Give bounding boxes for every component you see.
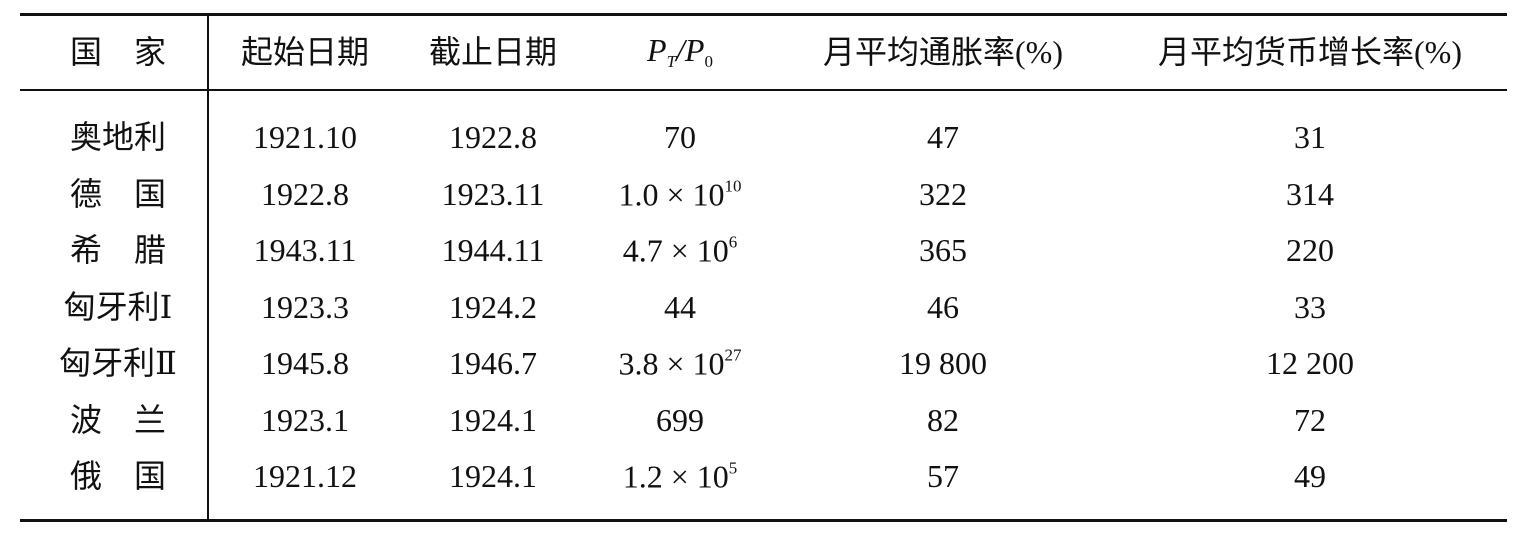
- top-rule: [20, 13, 1507, 16]
- table-cell: 19 800: [899, 345, 987, 381]
- table-cell: 1924.1: [449, 458, 537, 494]
- subscript: T: [666, 52, 677, 71]
- symbol: /P: [676, 32, 705, 68]
- mantissa: 1.0 × 10: [618, 176, 725, 212]
- table-cell: 31: [1294, 119, 1326, 155]
- table-cell: 1921.12: [253, 458, 357, 494]
- table-cell: 1944.11: [441, 232, 545, 268]
- table-cell: 220: [1286, 232, 1334, 268]
- mantissa: 3.8 × 10: [618, 345, 725, 382]
- table-cell: 1922.8: [261, 175, 349, 212]
- table-cell: 33: [1294, 288, 1326, 325]
- mantissa: 44: [664, 288, 696, 325]
- table-cell: 1923.3: [261, 288, 349, 325]
- table-cell: 1946.7: [449, 345, 537, 381]
- country-cell: 奥地利: [69, 119, 167, 155]
- country-cell: 匈牙利Ⅰ: [63, 288, 173, 325]
- ratio-cell: 1.0 × 1010: [618, 177, 741, 210]
- exponent: 10: [724, 176, 742, 195]
- header-cell: 截止日期: [428, 34, 558, 70]
- mantissa: 1.2 × 10: [622, 458, 729, 495]
- exponent: 5: [728, 458, 738, 478]
- table-cell: 49: [1294, 458, 1326, 494]
- table-cell: 1921.10: [253, 119, 357, 155]
- ratio-cell: 44: [664, 291, 696, 323]
- table-cell: 365: [919, 232, 967, 268]
- symbol: P: [647, 32, 667, 68]
- header-cell: PT/P0: [647, 34, 713, 70]
- table-cell: 12 200: [1266, 345, 1354, 381]
- subscript: 0: [704, 52, 713, 71]
- table-cell: 1943.11: [253, 232, 357, 268]
- table-cell: 46: [927, 288, 959, 325]
- table-cell: 1924.1: [449, 401, 537, 438]
- exponent: 27: [724, 345, 742, 365]
- header-cell: 月平均货币增长率(%): [1158, 34, 1462, 70]
- country-cell: 波 兰: [69, 401, 167, 438]
- mantissa: 4.7 × 10: [622, 232, 729, 269]
- table-cell: 47: [927, 119, 959, 155]
- header-cell: 国 家: [69, 34, 167, 70]
- ratio-cell: 1.2 × 105: [623, 460, 738, 493]
- exponent: 6: [728, 232, 738, 252]
- header-rule: [20, 89, 1507, 91]
- ratio-cell: 4.7 × 106: [623, 234, 738, 267]
- table-cell: 72: [1294, 401, 1326, 438]
- table-cell: 1923.11: [441, 175, 545, 212]
- country-cell: 德 国: [69, 175, 167, 212]
- table-cell: 82: [927, 401, 959, 438]
- table-cell: 1923.1: [261, 401, 349, 438]
- country-cell: 希 腊: [69, 232, 167, 268]
- ratio-cell: 70: [664, 121, 696, 153]
- country-cell: 俄 国: [69, 458, 167, 494]
- table-cell: 1922.8: [449, 119, 537, 155]
- table-cell: 1924.2: [449, 288, 537, 325]
- header-cell: 起始日期: [240, 34, 370, 70]
- mantissa: 70: [664, 119, 696, 155]
- bottom-rule: [20, 519, 1507, 522]
- column-rule: [207, 13, 209, 522]
- table-cell: 322: [919, 175, 967, 212]
- ratio-cell: 699: [656, 404, 704, 436]
- table-cell: 1945.8: [261, 345, 349, 381]
- header-cell: 月平均通胀率(%): [823, 34, 1063, 70]
- table-cell: 57: [927, 458, 959, 494]
- mantissa: 699: [656, 401, 704, 438]
- country-cell: 匈牙利Ⅱ: [59, 345, 177, 381]
- table-cell: 314: [1286, 175, 1334, 212]
- ratio-cell: 3.8 × 1027: [618, 347, 741, 380]
